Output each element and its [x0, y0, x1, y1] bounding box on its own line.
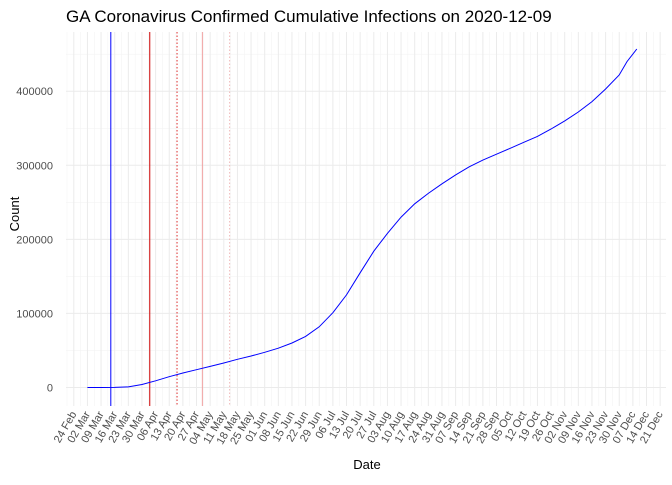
series-layer	[87, 48, 638, 388]
chart-title: GA Coronavirus Confirmed Cumulative Infe…	[66, 7, 552, 26]
y-tick-label: 300000	[16, 160, 53, 172]
y-tick-labels: 0 100000 200000 300000 400000	[16, 86, 53, 394]
reference-lines	[110, 32, 231, 406]
x-axis-label: Date	[353, 457, 380, 472]
y-tick-label: 0	[47, 382, 53, 394]
y-tick-label: 200000	[16, 234, 53, 246]
series-line	[87, 48, 638, 388]
y-tick-label: 100000	[16, 308, 53, 320]
y-axis-label: Count	[7, 196, 22, 231]
grid-lines	[66, 32, 666, 406]
y-tick-label: 400000	[16, 86, 53, 98]
